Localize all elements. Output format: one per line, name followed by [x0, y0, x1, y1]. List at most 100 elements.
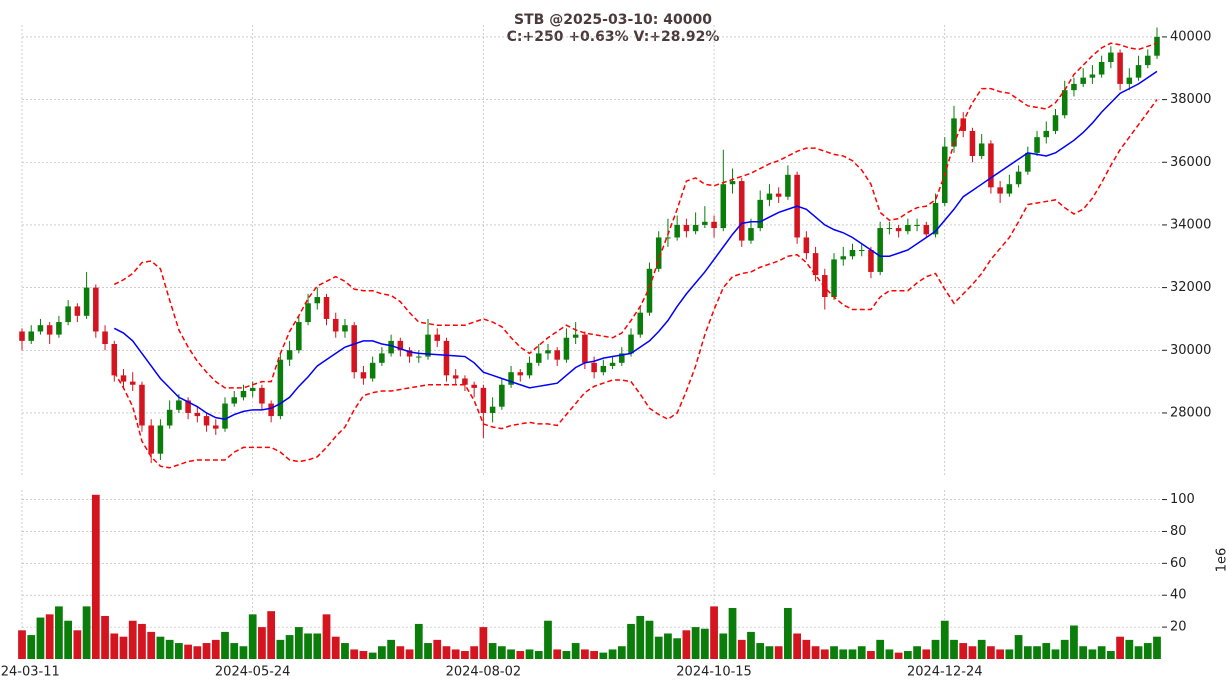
- volume-bar: [664, 633, 672, 659]
- candle-body: [563, 337, 570, 360]
- volume-bar: [1097, 646, 1106, 659]
- volume-bar: [913, 646, 921, 659]
- volume-bar: [581, 649, 589, 659]
- volume-bar: [977, 639, 986, 659]
- candle-body: [849, 250, 856, 257]
- candle-body: [28, 331, 34, 341]
- candle-body: [323, 297, 330, 319]
- volume-bar: [710, 606, 718, 659]
- volume-bar: [331, 636, 340, 659]
- candle-body: [129, 381, 136, 385]
- volume-bar: [470, 646, 479, 659]
- volume-bar: [700, 628, 709, 659]
- candle-body: [785, 174, 791, 197]
- volume-bar: [1143, 643, 1152, 659]
- candle-body: [74, 306, 81, 316]
- x-tick-label: 2024-05-24: [215, 665, 291, 680]
- candle-body: [1145, 55, 1151, 66]
- candle-body: [471, 384, 477, 388]
- volume-bar: [304, 633, 312, 659]
- volume-bar: [885, 649, 894, 659]
- volume-bar: [64, 620, 73, 659]
- candle-body: [397, 340, 404, 351]
- candle-body: [231, 397, 238, 404]
- candle-body: [554, 350, 560, 360]
- volume-bar: [405, 649, 414, 659]
- volume-bar: [368, 652, 377, 659]
- volume-bar: [27, 635, 36, 659]
- candle-body: [609, 362, 616, 366]
- candle-body: [286, 350, 293, 360]
- candle-body: [425, 334, 431, 357]
- volume-bar: [82, 606, 91, 659]
- candle-body: [452, 375, 459, 379]
- volume-bar: [774, 646, 783, 659]
- volume-bar: [544, 620, 552, 659]
- volume-bar: [55, 606, 63, 659]
- chart-subtitle: C:+250 +0.63% V:+28.92%: [507, 29, 720, 45]
- candle-body: [148, 425, 154, 454]
- volume-bar: [147, 631, 156, 659]
- volume-bar: [424, 643, 432, 659]
- chart-title: STB @2025-03-10: 40000: [514, 12, 712, 28]
- volume-bar: [830, 646, 838, 659]
- volume-bar: [101, 615, 109, 659]
- candle-body: [480, 387, 487, 413]
- candle-body: [1108, 52, 1114, 62]
- volume-bar: [793, 633, 801, 659]
- candle-body: [1089, 74, 1096, 78]
- candle-body: [914, 224, 920, 226]
- volume-bar: [876, 639, 885, 659]
- volume-bar: [654, 636, 663, 659]
- volume-bar: [996, 649, 1005, 659]
- candle-body: [1080, 77, 1086, 84]
- candle-body: [111, 344, 118, 376]
- volume-bar: [691, 627, 700, 659]
- candle-body: [213, 425, 219, 429]
- volume-bar: [18, 630, 26, 659]
- volume-bar: [285, 635, 294, 659]
- candle-body: [822, 275, 828, 298]
- volume-bar: [950, 639, 958, 659]
- y-tick-label: 36000: [1170, 155, 1211, 170]
- volume-bar: [110, 633, 119, 659]
- candle-body: [1117, 52, 1123, 84]
- candle-body: [951, 118, 957, 147]
- volume-bar: [322, 614, 331, 659]
- volume-bar: [258, 627, 266, 659]
- volume-bar: [811, 646, 820, 659]
- candle-body: [775, 193, 782, 197]
- volume-bar: [1153, 636, 1161, 659]
- candle-body: [932, 202, 939, 235]
- volume-bar: [728, 607, 737, 659]
- volume-bar: [820, 649, 829, 659]
- volume-bar: [867, 651, 875, 659]
- candle-body: [342, 325, 348, 332]
- volume-bar: [1005, 649, 1014, 659]
- volume-bar: [940, 620, 949, 659]
- volume-bar: [211, 639, 220, 659]
- candle-body: [19, 331, 25, 341]
- candle-body: [729, 181, 736, 185]
- y-tick-label: 80: [1170, 524, 1187, 539]
- candle-body: [1052, 115, 1059, 131]
- x-tick-label: 2024-08-02: [446, 665, 522, 680]
- candle-body: [997, 187, 1003, 194]
- volume-bar: [525, 649, 534, 659]
- volume-bar: [378, 646, 386, 659]
- volume-bar: [138, 623, 146, 659]
- volume-bar: [248, 614, 257, 659]
- volume-bar: [1116, 636, 1124, 659]
- y-tick-label: 40: [1170, 588, 1187, 603]
- volume-bar: [156, 636, 165, 659]
- candle-body: [102, 331, 108, 345]
- volume-bar: [1134, 646, 1143, 659]
- volume-bar: [737, 639, 746, 659]
- volume-bar: [414, 623, 423, 659]
- candle-body: [314, 297, 321, 304]
- candle-body: [434, 334, 441, 341]
- volume-bar: [221, 631, 229, 659]
- candle-body: [572, 334, 579, 338]
- volume-bar: [1125, 639, 1134, 659]
- candle-body: [683, 224, 690, 232]
